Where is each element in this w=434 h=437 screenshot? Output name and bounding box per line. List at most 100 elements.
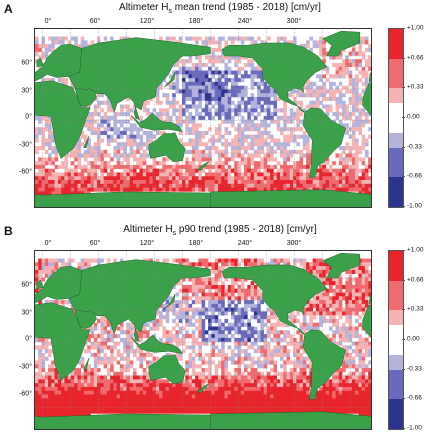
trend-cell — [74, 375, 78, 380]
trend-cell — [48, 134, 52, 139]
trend-cell — [244, 149, 248, 154]
trend-cell — [293, 40, 297, 45]
trend-cell — [168, 100, 173, 105]
trend-cell — [67, 262, 72, 267]
trend-cell — [312, 40, 317, 45]
trend-cell — [289, 168, 294, 173]
trend-cell — [100, 172, 104, 177]
trend-cell — [211, 180, 215, 185]
trend-cell — [165, 379, 170, 384]
trend-cell — [204, 187, 209, 192]
trend-cell — [345, 180, 349, 185]
trend-cell — [355, 119, 359, 124]
trend-cell — [208, 115, 212, 120]
trend-cell — [358, 334, 362, 339]
trend-cell — [198, 258, 202, 263]
trend-cell — [263, 127, 268, 132]
trend-cell — [129, 180, 134, 185]
trend-cell — [211, 386, 215, 392]
trend-cell — [351, 284, 356, 290]
trend-cell — [221, 108, 225, 113]
trend-cell — [361, 383, 366, 388]
trend-cell — [123, 405, 127, 410]
trend-cell — [266, 315, 271, 320]
trend-cell — [247, 74, 251, 79]
trend-cell — [41, 360, 46, 365]
trend-cell — [188, 138, 193, 143]
trend-cell — [214, 303, 219, 308]
trend-cell — [188, 390, 193, 395]
trend-cell — [201, 356, 206, 361]
trend-cell — [159, 315, 163, 320]
trend-cell — [185, 81, 189, 86]
trend-cell — [80, 258, 85, 263]
trend-cell — [119, 187, 124, 192]
trend-cell — [97, 405, 101, 410]
trend-cell — [80, 383, 85, 388]
trend-cell — [198, 100, 202, 105]
trend-cell — [231, 40, 235, 45]
trend-cell — [329, 303, 333, 308]
trend-cell — [77, 413, 82, 418]
trend-cell — [100, 386, 104, 392]
trend-cell — [44, 337, 49, 342]
trend-cell — [84, 187, 88, 192]
trend-cell — [175, 300, 180, 305]
trend-cell — [345, 130, 349, 136]
trend-cell — [191, 364, 196, 369]
trend-cell — [266, 318, 271, 324]
trend-cell — [48, 123, 52, 128]
trend-cell — [227, 55, 232, 60]
trend-cell — [110, 337, 114, 342]
trend-cell — [217, 40, 222, 45]
trend-cell — [201, 307, 206, 312]
trend-cell — [224, 318, 229, 324]
trend-cell — [155, 398, 160, 403]
trend-cell — [221, 375, 225, 380]
trend-cell — [358, 62, 362, 68]
trend-cell — [74, 157, 78, 162]
trend-cell — [263, 187, 268, 192]
trend-cell — [266, 153, 271, 158]
lat-label: 60° — [21, 281, 32, 289]
trend-cell — [286, 409, 291, 414]
trend-cell — [273, 371, 278, 376]
trend-cell — [123, 345, 127, 350]
trend-cell — [263, 349, 268, 354]
trend-cell — [214, 70, 219, 75]
trend-cell — [351, 307, 356, 312]
trend-cell — [41, 269, 46, 274]
trend-cell — [309, 311, 313, 316]
trend-cell — [123, 127, 127, 132]
trend-cell — [348, 307, 353, 312]
trend-cell — [289, 180, 294, 185]
trend-cell — [329, 85, 333, 90]
trend-cell — [227, 70, 232, 75]
trend-cell — [231, 288, 235, 293]
trend-cell — [283, 168, 287, 173]
trend-cell — [257, 112, 261, 117]
trend-cell — [329, 284, 333, 290]
trend-cell — [188, 85, 193, 90]
trend-cell — [355, 62, 359, 68]
trend-cell — [309, 89, 313, 94]
trend-cell — [208, 352, 212, 358]
trend-cell — [293, 180, 297, 185]
trend-cell — [355, 368, 359, 373]
trend-cell — [149, 326, 153, 331]
trend-cell — [345, 318, 349, 324]
trend-cell — [142, 409, 147, 414]
trend-cell — [208, 164, 212, 170]
trend-cell — [250, 172, 255, 177]
trend-cell — [260, 292, 264, 297]
trend-cell — [61, 164, 65, 170]
trend-cell — [273, 89, 278, 94]
trend-cell — [299, 379, 304, 384]
colorbar-segment — [389, 58, 403, 89]
trend-cell — [335, 318, 340, 324]
trend-cell — [335, 277, 340, 282]
trend-cell — [214, 326, 219, 331]
trend-cell — [113, 115, 117, 120]
trend-cell — [41, 368, 46, 373]
trend-cell — [351, 292, 356, 297]
